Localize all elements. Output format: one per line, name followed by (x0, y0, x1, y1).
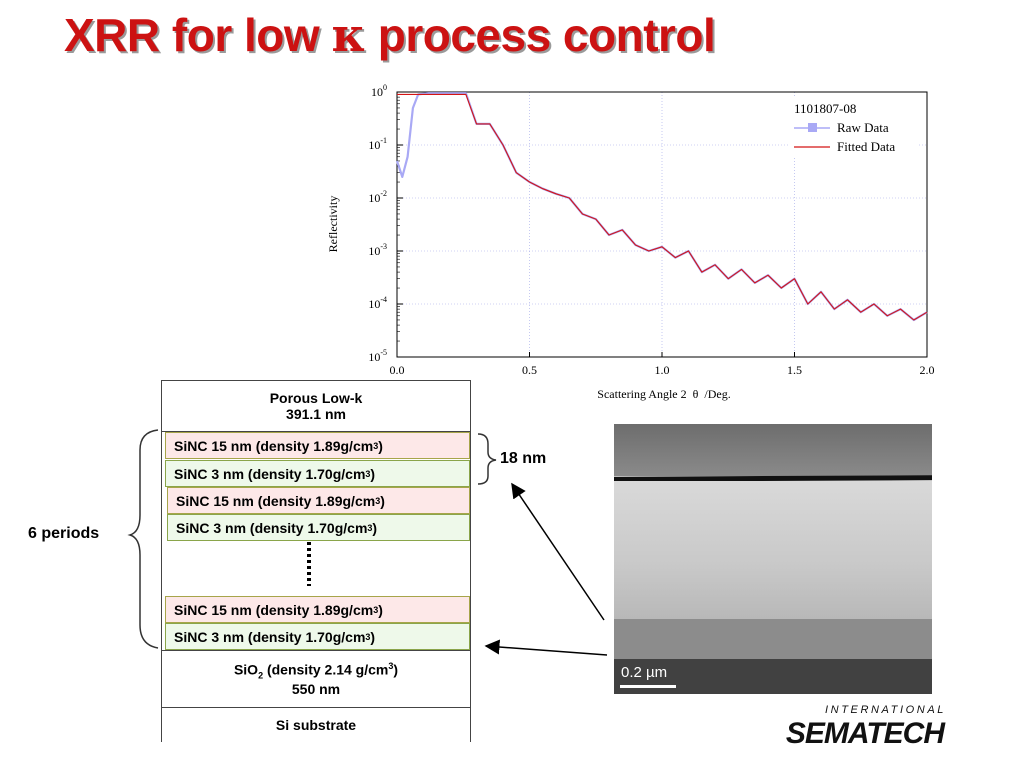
sinc3-close-last: ) (370, 628, 376, 645)
sinc3-sup-1: 3 (365, 468, 371, 479)
x-axis-label-theta: θ (693, 387, 699, 401)
legend-raw-marker (808, 123, 817, 132)
sinc15-sup-last: 3 (373, 604, 379, 615)
sinc3-close-1: ) (370, 465, 376, 482)
layer-sinc-15-1: SiNC 15 nm (density 1.89g/cm 3) (165, 432, 470, 459)
porous-label: Porous Low-k (269, 390, 363, 406)
tem-top-band (614, 424, 932, 476)
thickness-label: 18 nm (500, 450, 547, 467)
layer-sinc-3-2: SiNC 3 nm (density 1.70g/cm 3) (167, 514, 470, 541)
x-tick-label: 1.0 (655, 363, 670, 377)
title-kappa-symbol: κ (331, 8, 366, 62)
thickness-brace (477, 433, 497, 485)
y-tick-labels: 100 10-1 10-2 10-3 10-4 10-5 (368, 83, 403, 364)
x-tick-label: 0.0 (390, 363, 405, 377)
chart-series (395, 92, 928, 322)
chart-legend: 1101807-08 Raw Data Fitted Data (788, 96, 918, 158)
x-tick-labels: 0.0 0.5 1.0 1.5 2.0 (390, 352, 935, 377)
sinc3-label-1: SiNC 3 nm (density 1.70g/cm (174, 465, 366, 482)
sinc15-label-last: SiNC 15 nm (density 1.89g/cm (174, 601, 374, 618)
sinc15-label-1: SiNC 15 nm (density 1.89g/cm (174, 437, 374, 454)
arrow-to-bottom-period (484, 639, 608, 656)
tem-scale-label: 0.2 µm (621, 664, 668, 681)
x-tick-label: 2.0 (920, 363, 935, 377)
tem-cross-section-image: 0.2 µm (614, 424, 932, 694)
slide-title: XRR for low κ process control (64, 8, 716, 62)
periods-label: 6 periods (28, 525, 100, 542)
title-prefix: XRR for low (64, 9, 332, 61)
sio2-close: ) (393, 661, 399, 678)
legend-title: 1101807-08 (794, 101, 856, 116)
porous-thickness: 391.1 nm (286, 406, 346, 422)
layer-sinc-15-last: SiNC 15 nm (density 1.89g/cm 3) (165, 596, 470, 623)
legend-raw-label: Raw Data (837, 120, 889, 135)
xrr-reflectivity-chart: 0.0 0.5 1.0 1.5 2.0 10010-110-210-310-410-5 … (326, 83, 935, 401)
layer-sinc-15-2: SiNC 15 nm (density 1.89g/cm 3) (167, 487, 470, 514)
sinc3-sup-last: 3 (365, 631, 371, 642)
y-tick-label: 10-3 (368, 242, 387, 258)
x-axis-label: Scattering Angle 2 θ/Deg. (597, 387, 730, 401)
sinc15-close-1: ) (378, 437, 383, 454)
sio2-thickness: 550 nm (291, 680, 341, 697)
repeat-ellipsis (307, 542, 311, 586)
tem-substrate-band (614, 659, 932, 694)
y-tick-label: 100 (371, 83, 387, 99)
arrow-to-top-period (511, 482, 605, 621)
sio2-si: SiO (233, 661, 259, 678)
legend-fit-label: Fitted Data (837, 139, 895, 154)
layer-sinc-3-last: SiNC 3 nm (density 1.70g/cm 3) (165, 623, 470, 650)
tem-scale-bar (620, 685, 676, 688)
sinc3-close-2: ) (372, 519, 378, 536)
sio2-sup: 3 (388, 661, 394, 672)
stack-right-edge (470, 380, 471, 742)
x-tick-label: 0.5 (522, 363, 537, 377)
sinc3-label-last: SiNC 3 nm (density 1.70g/cm (174, 628, 366, 645)
title-suffix: process control (365, 9, 716, 61)
layer-porous-low-k: Porous Low-k 391.1 nm (161, 380, 471, 432)
sematech-logo: INTERNATIONAL SEMATECH (770, 704, 946, 754)
sinc3-label-2: SiNC 3 nm (density 1.70g/cm (176, 519, 368, 536)
sinc3-sup-2: 3 (367, 522, 373, 533)
fitted-data-line (397, 93, 928, 321)
y-axis-label: Reflectivity (326, 196, 340, 253)
sio2-text: (density 2.14 g/cm (263, 661, 389, 678)
layer-sio2: SiO2 (density 2.14 g/cm3) 550 nm (161, 650, 471, 708)
sinc15-close-last: ) (378, 601, 383, 618)
layer-si-substrate: Si substrate (161, 708, 471, 742)
periods-brace (127, 429, 159, 649)
sinc15-sup-2: 3 (375, 495, 381, 506)
sinc15-close-2: ) (380, 492, 385, 509)
y-tick-label: 10-1 (368, 136, 387, 152)
y-tick-label: 10-2 (368, 189, 387, 205)
sio2-sub: 2 (258, 670, 264, 681)
layer-sinc-3-1: SiNC 3 nm (density 1.70g/cm 3) (165, 460, 470, 487)
y-tick-label: 10-5 (368, 348, 387, 364)
x-tick-label: 1.5 (787, 363, 802, 377)
substrate-label: Si substrate (275, 717, 357, 733)
tem-oxide-band (614, 619, 932, 659)
x-axis-label-text: Scattering Angle 2 (597, 387, 686, 401)
sinc15-label-2: SiNC 15 nm (density 1.89g/cm (176, 492, 376, 509)
sio2-label: SiO2 (density 2.14 g/cm3) (234, 661, 398, 680)
logo-international: INTERNATIONAL (825, 704, 946, 716)
y-tick-label: 10-4 (368, 295, 387, 311)
tem-film-band (614, 481, 932, 619)
logo-sematech: SEMATECH (785, 717, 945, 750)
x-axis-label-unit: /Deg. (704, 387, 730, 401)
sinc15-sup-1: 3 (373, 440, 379, 451)
stack-left-edge (161, 380, 162, 742)
